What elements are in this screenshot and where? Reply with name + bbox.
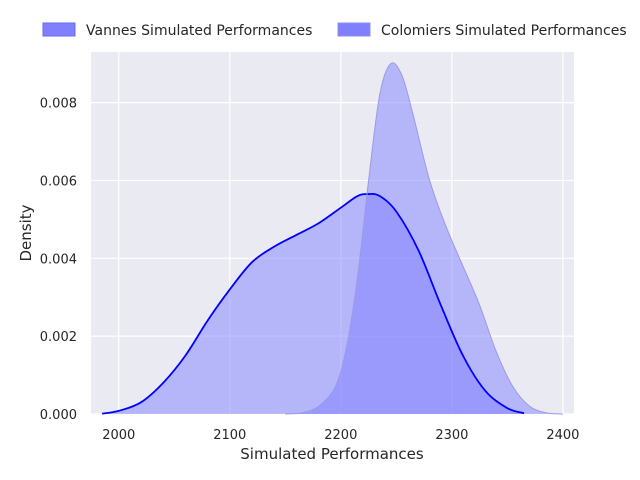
x-axis-ticks: 2000 2100 2200 2300 2400 — [102, 428, 579, 443]
density-line-colomiers — [285, 62, 563, 415]
x-tick-label: 2400 — [546, 428, 579, 443]
y-tick-label: 0.006 — [40, 174, 77, 189]
y-tick-label: 0.004 — [40, 252, 77, 267]
density-areas — [101, 62, 563, 415]
density-line-vannes — [101, 193, 525, 415]
x-tick-label: 2300 — [435, 428, 468, 443]
y-axis-label: Density — [17, 204, 35, 261]
x-tick-label: 2200 — [324, 428, 357, 443]
y-axis-ticks: 0.000 0.002 0.004 0.006 0.008 — [40, 97, 77, 423]
legend-swatch-colomiers — [337, 22, 371, 37]
legend-label-colomiers: Colomiers Simulated Performances — [381, 23, 627, 39]
x-tick-label: 2100 — [213, 428, 246, 443]
y-tick-label: 0.008 — [40, 97, 77, 112]
legend-swatch-vannes — [42, 22, 76, 37]
y-tick-label: 0.002 — [40, 330, 77, 345]
legend: Vannes Simulated Performances Colomiers … — [42, 22, 627, 39]
y-tick-label: 0.000 — [40, 408, 77, 423]
density-area-colomiers — [285, 62, 563, 415]
x-axis-label: Simulated Performances — [240, 445, 424, 463]
legend-label-vannes: Vannes Simulated Performances — [86, 23, 312, 39]
x-tick-label: 2000 — [102, 428, 135, 443]
